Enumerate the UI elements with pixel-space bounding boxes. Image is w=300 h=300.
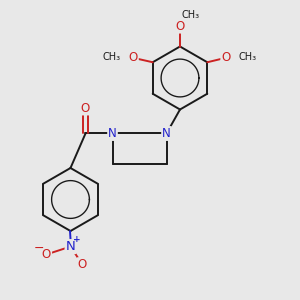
Text: O: O	[42, 248, 51, 261]
Text: O: O	[78, 258, 87, 271]
Text: O: O	[176, 20, 184, 33]
Text: CH₃: CH₃	[103, 52, 121, 62]
Text: N: N	[162, 127, 171, 140]
Text: CH₃: CH₃	[238, 52, 256, 62]
Text: +: +	[73, 236, 80, 244]
Text: O: O	[81, 101, 90, 115]
Text: N: N	[108, 127, 117, 140]
Text: O: O	[129, 51, 138, 64]
Text: O: O	[221, 51, 230, 64]
Text: −: −	[34, 242, 44, 255]
Text: N: N	[66, 240, 75, 253]
Text: CH₃: CH₃	[182, 10, 200, 20]
